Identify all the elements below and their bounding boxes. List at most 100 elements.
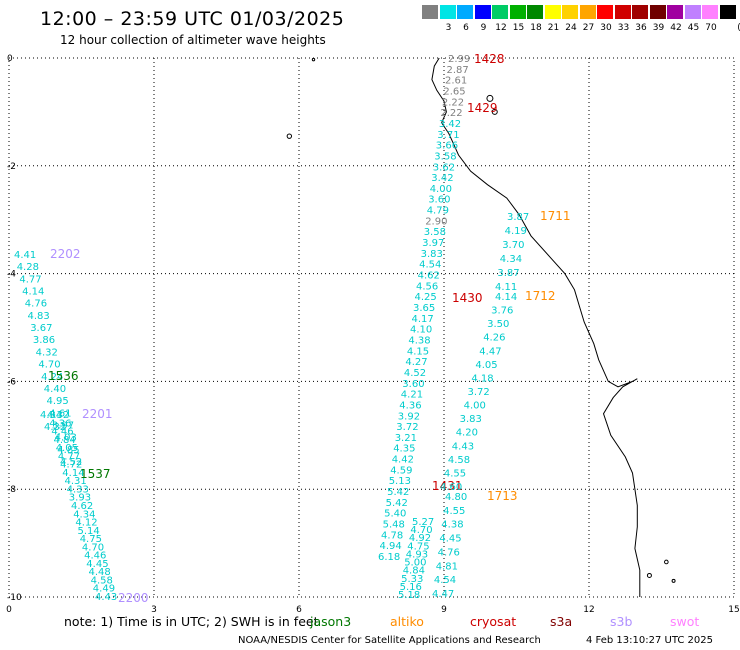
swh-value: 4.76 (438, 547, 460, 558)
pass-label: 1536 (48, 369, 79, 383)
legend-label: 18 (530, 23, 542, 33)
swh-value: 4.34 (40, 410, 62, 421)
swh-value: 2.99 (448, 54, 470, 65)
swh-value: 3.58 (424, 227, 446, 238)
legend-label: 24 (565, 23, 577, 33)
y-tick-label: -4 (7, 270, 16, 280)
swh-value: 4.33 (67, 485, 89, 496)
x-tick-label: 3 (151, 605, 157, 615)
swh-value: 4.45 (86, 559, 108, 570)
swh-value: 4.05 (475, 360, 497, 371)
swh-value: 4.75 (80, 534, 102, 545)
swh-value: 4.38 (408, 336, 430, 347)
legend-label: 6 (463, 23, 469, 33)
satellite-legend-s3a: s3a (550, 614, 573, 629)
swh-value: 4.32 (44, 422, 66, 433)
swh-value: 5.13 (389, 476, 411, 487)
y-tick-label: -10 (7, 593, 22, 603)
legend-swatch (702, 5, 718, 19)
x-tick-label: 0 (6, 605, 12, 615)
swh-value: 3.60 (402, 379, 424, 390)
swh-value: 4.24 (41, 372, 63, 383)
swh-value: 5.27 (412, 517, 434, 528)
swh-value: 4.26 (483, 333, 505, 344)
satellite-legend-s3b: s3b (610, 614, 633, 629)
swh-value: 4.70 (410, 525, 432, 536)
swh-value: 4.59 (390, 465, 412, 476)
island (646, 572, 652, 578)
swh-value: 5.18 (398, 590, 420, 601)
swh-value: 4.58 (91, 576, 113, 587)
legend-label: 12 (495, 23, 507, 33)
swh-value: 2.61 (445, 76, 467, 87)
swh-value: 4.81 (436, 561, 458, 572)
footer-credit: NOAA/NESDIS Center for Satellite Applica… (238, 635, 541, 646)
legend-swatch (474, 5, 491, 19)
x-tick-label: 6 (296, 605, 302, 615)
pass-label: 1713 (487, 489, 518, 503)
legend-label: 39 (652, 23, 665, 33)
swh-value: 3.65 (413, 303, 435, 314)
legend-swatch (719, 5, 736, 19)
swh-value: 4.52 (60, 457, 82, 468)
swh-value: 3.67 (30, 323, 52, 334)
swh-value: 4.00 (430, 184, 452, 195)
swh-value: 4.60 (440, 482, 462, 493)
swh-value: 3.87 (507, 212, 529, 223)
swh-value: 4.77 (19, 274, 41, 285)
swh-value: 4.10 (410, 325, 432, 336)
footer-timestamp: 4 Feb 13:10:27 UTC 2025 (586, 635, 713, 646)
legend-label: 42 (670, 23, 682, 33)
swh-value: 3.92 (398, 411, 420, 422)
swh-value: 4.36 (399, 400, 421, 411)
swh-value: 4.70 (38, 360, 60, 371)
swh-value: 5.33 (401, 574, 423, 585)
swh-value: 4.46 (51, 427, 73, 438)
legend-label: 27 (582, 23, 595, 33)
swh-value: 3.83 (421, 249, 443, 260)
map-subtitle: 12 hour collection of altimeter wave hei… (60, 33, 326, 47)
swh-value: 4.85 (57, 445, 79, 456)
pass-label: 1428 (474, 52, 505, 66)
swh-value: 4.14 (22, 287, 44, 298)
swh-value: 4.45 (439, 534, 461, 545)
y-tick-label: -6 (7, 377, 16, 387)
swh-value: 4.20 (456, 428, 478, 439)
legend-swatch (492, 5, 508, 19)
swh-value: 4.36 (49, 418, 71, 429)
swh-value: 4.80 (445, 492, 467, 503)
swh-value: 5.16 (400, 582, 422, 593)
swh-value: 5.42 (387, 487, 409, 498)
legend-swatch (597, 5, 613, 19)
swh-value: 2.87 (447, 65, 469, 76)
island (311, 57, 316, 62)
legend-swatch (579, 5, 596, 19)
swh-value: 4.55 (444, 468, 466, 479)
swh-value: 5.00 (404, 558, 426, 569)
swh-value: 4.43 (452, 441, 474, 452)
legend-swatch (439, 5, 456, 19)
swh-value: 4.62 (418, 271, 440, 282)
swh-value: 3.21 (395, 433, 417, 444)
swh-value: 3.70 (502, 240, 524, 251)
swh-value: 4.49 (93, 584, 115, 595)
legend-swatch (632, 5, 648, 19)
swh-value: 2.22 (440, 108, 462, 119)
swh-value: 4.19 (505, 226, 527, 237)
swh-value: 4.40 (44, 384, 66, 395)
legend-label: 36 (635, 23, 647, 33)
y-tick-label: -8 (7, 485, 16, 495)
swh-value: 4.95 (47, 396, 69, 407)
swh-value: 4.52 (404, 368, 426, 379)
swh-value: 4.12 (75, 518, 97, 529)
swh-value: 4.17 (412, 314, 434, 325)
swh-value: 4.32 (36, 347, 58, 358)
swh-value: 4.94 (380, 541, 402, 552)
swh-value: 4.76 (25, 299, 47, 310)
swh-value: 4.25 (415, 292, 437, 303)
swh-value: 3.71 (437, 130, 459, 141)
swh-value: 3.62 (433, 162, 455, 173)
island (486, 94, 494, 102)
legend-label: 9 (480, 23, 487, 33)
pass-label: 2200 (118, 591, 149, 605)
